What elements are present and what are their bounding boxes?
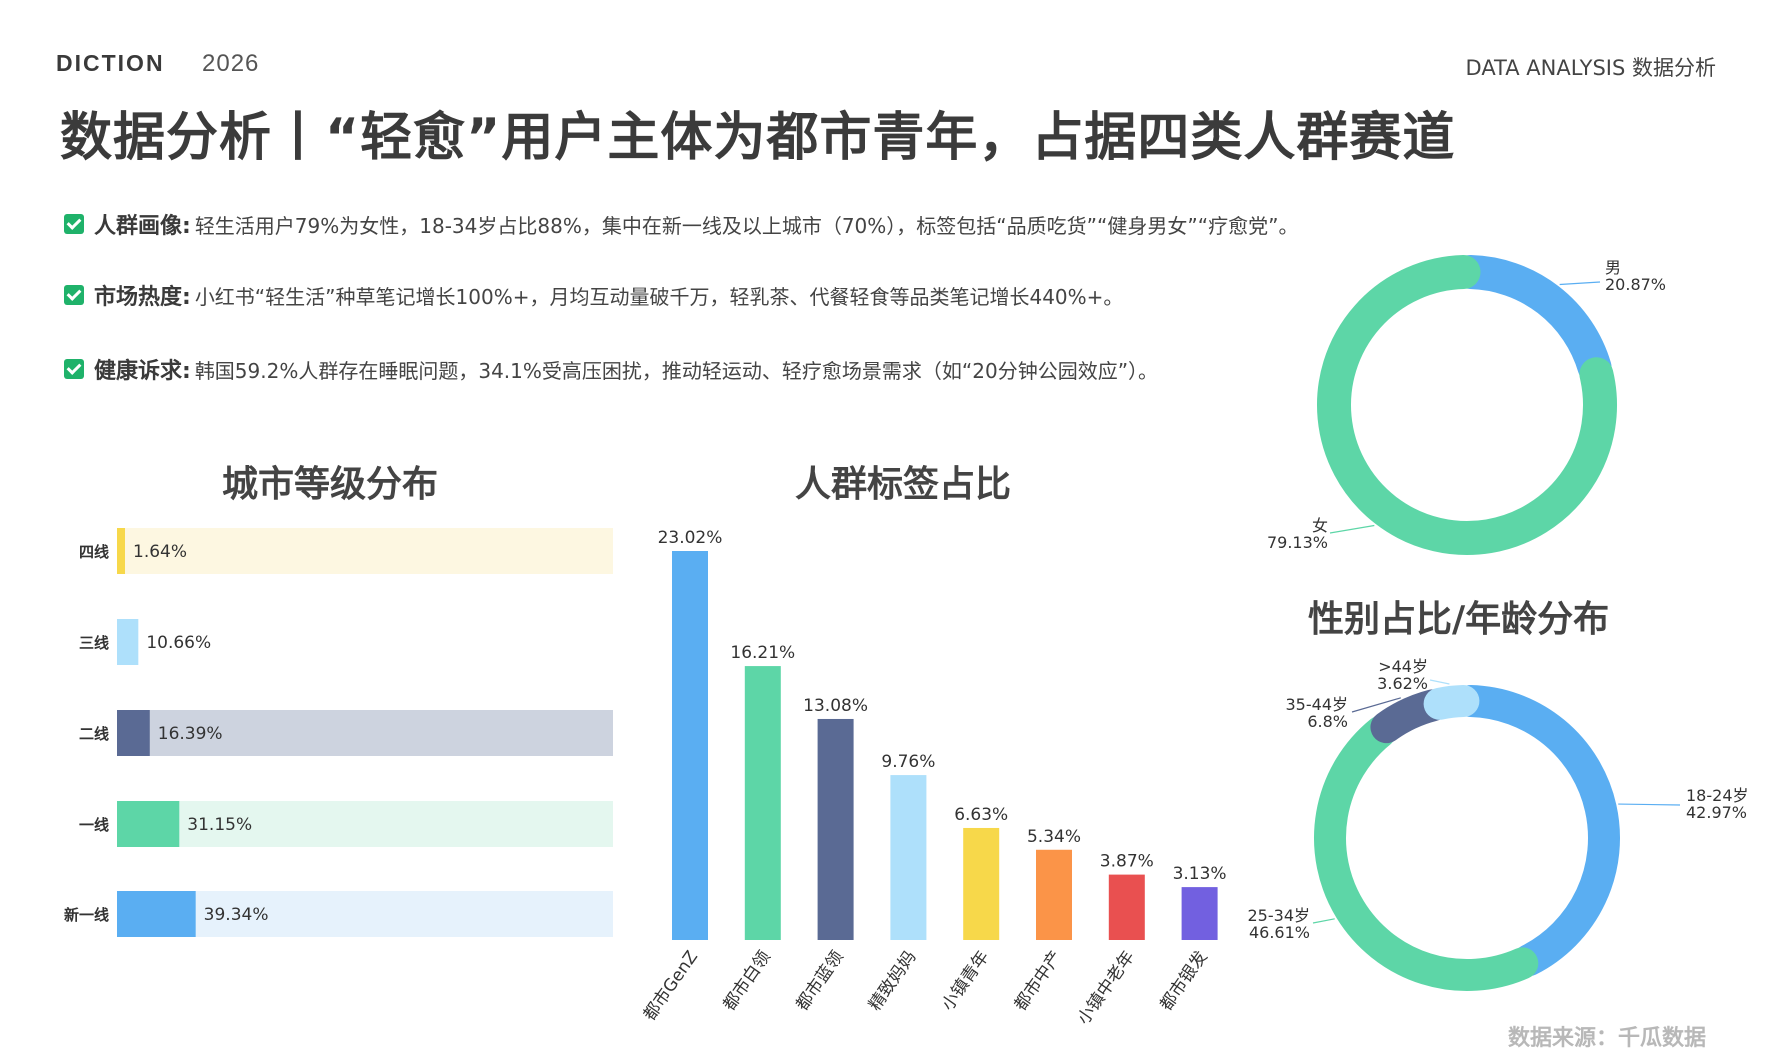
bar <box>117 619 139 665</box>
category-label: 都市GenZ <box>640 947 702 1024</box>
category-label: 都市白领 <box>720 947 775 1014</box>
leader-line <box>1329 524 1375 534</box>
slice-label: 男 <box>1605 258 1621 277</box>
tag-chart-title: 人群标签占比 <box>795 464 1012 505</box>
value-label: 16.21% <box>730 643 795 663</box>
checkbox-icon <box>64 359 84 379</box>
bar-track <box>117 891 613 937</box>
value-label: 9.76% <box>881 752 935 772</box>
bullet-label: 市场热度: <box>94 285 191 310</box>
bar <box>817 718 854 940</box>
category-label: 小镇中老年 <box>1074 947 1139 1028</box>
value-label: 3.87% <box>1100 852 1154 872</box>
bullet-text: 轻生活用户79%为女性，18-34岁占比88%，集中在新一线及以上城市（70%）… <box>194 213 1299 238</box>
bar <box>672 551 708 940</box>
page-title: 数据分析丨“轻愈”用户主体为都市青年，占据四类人群赛道 <box>60 108 1456 168</box>
donut-slice <box>1454 685 1620 977</box>
gender-age-chart-title: 性别占比/年龄分布 <box>1308 599 1610 640</box>
value-label: 23.02% <box>658 528 723 548</box>
category-label: 四线 <box>79 543 109 561</box>
category-label: 精致妈妈 <box>865 947 920 1014</box>
category-label: 都市银发 <box>1156 947 1211 1014</box>
value-label: 1.64% <box>133 542 187 562</box>
donut-slice <box>1317 255 1617 555</box>
leader-line <box>1559 281 1601 286</box>
bar <box>117 801 180 847</box>
category-label: 小镇青年 <box>938 947 993 1014</box>
category-label: 一线 <box>79 816 109 834</box>
header-year: 2026 <box>202 50 260 77</box>
bar-track <box>117 619 613 665</box>
bar <box>117 891 196 937</box>
value-label: 3.13% <box>1173 864 1227 884</box>
bar-track <box>117 710 613 756</box>
donut-slice <box>1423 685 1480 720</box>
bullet-label: 人群画像: <box>94 214 191 239</box>
bar <box>117 528 125 574</box>
slice-label: 35-44岁 <box>1286 695 1349 714</box>
bullet-item: 市场热度: 小红书“轻生活”种草笔记增长100%+，月均互动量破千万，轻乳茶、代… <box>64 279 1123 311</box>
bar <box>1108 874 1145 940</box>
value-label: 16.39% <box>158 724 223 744</box>
slice-label: 18-24岁 <box>1686 786 1749 805</box>
leader-line <box>1429 679 1450 685</box>
bullet-text: 小红书“轻生活”种草笔记增长100%+，月均互动量破千万，轻乳茶、代餐轻食等品类… <box>194 284 1124 309</box>
slice-value: 20.87% <box>1605 275 1666 294</box>
donut-slice <box>1314 715 1539 991</box>
brand-logo: DICTION <box>56 50 165 76</box>
slice-label: 25-34岁 <box>1248 906 1311 925</box>
value-label: 31.15% <box>187 815 252 835</box>
leader-line <box>1351 697 1401 713</box>
bullet-label: 健康诉求: <box>94 359 191 384</box>
leader-line <box>1618 803 1681 806</box>
checkbox-icon <box>64 214 84 234</box>
bar-track <box>117 528 613 574</box>
value-label: 13.08% <box>803 696 868 716</box>
donut-slice <box>1453 255 1612 385</box>
category-label: 三线 <box>79 634 109 652</box>
city-chart-title: 城市等级分布 <box>222 464 439 505</box>
bar <box>1181 887 1218 940</box>
slice-value: 79.13% <box>1267 533 1328 552</box>
bar <box>963 827 1000 940</box>
slice-label: >44岁 <box>1378 657 1428 676</box>
category-label: 都市中产 <box>1011 947 1066 1014</box>
header-right-label: DATA ANALYSIS 数据分析 <box>1465 56 1716 80</box>
value-label: 5.34% <box>1027 827 1081 847</box>
bullet-text: 韩国59.2%人群存在睡眠问题，34.1%受高压困扰，推动轻运动、轻疗愈场景需求… <box>194 358 1159 383</box>
bar <box>1036 849 1072 940</box>
value-label: 10.66% <box>146 633 211 653</box>
bullet-item: 人群画像: 轻生活用户79%为女性，18-34岁占比88%，集中在新一线及以上城… <box>64 208 1298 240</box>
value-label: 6.63% <box>954 805 1008 825</box>
category-label: 都市蓝领 <box>792 947 847 1014</box>
data-source: 数据来源：千瓜数据 <box>1507 1026 1706 1051</box>
slice-value: 46.61% <box>1249 923 1310 942</box>
slice-label: 女 <box>1312 516 1328 535</box>
checkbox-icon <box>64 285 84 305</box>
category-label: 新一线 <box>64 906 109 924</box>
category-label: 二线 <box>79 725 109 743</box>
bullet-item: 健康诉求: 韩国59.2%人群存在睡眠问题，34.1%受高压困扰，推动轻运动、轻… <box>64 353 1158 385</box>
slice-value: 6.8% <box>1307 712 1348 731</box>
slice-value: 42.97% <box>1686 803 1747 822</box>
slice-value: 3.62% <box>1377 674 1428 693</box>
bar <box>744 666 781 940</box>
value-label: 39.34% <box>204 905 269 925</box>
leader-line <box>1312 918 1335 924</box>
bar-track <box>117 801 613 847</box>
bar <box>890 775 927 940</box>
bar <box>117 710 150 756</box>
